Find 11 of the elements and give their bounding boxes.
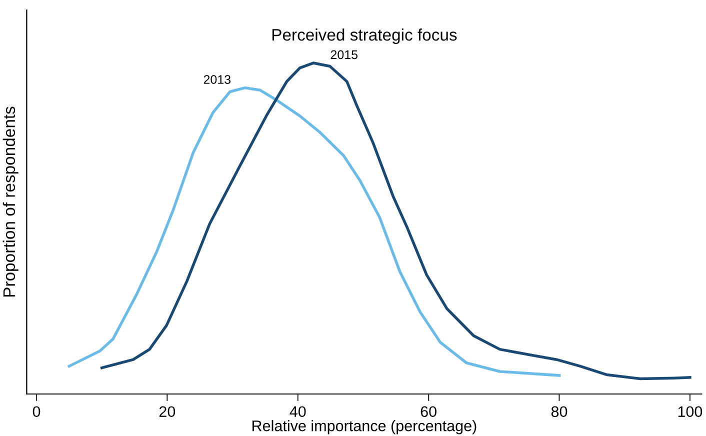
- x-tick-label: 60: [420, 406, 436, 418]
- x-tick-label: 80: [551, 406, 568, 418]
- series-label: 2015: [330, 50, 358, 60]
- x-axis-title: Relative importance (percentage): [252, 420, 476, 434]
- chart-title: Perceived strategic focus: [272, 28, 457, 44]
- x-tick-label: 0: [32, 406, 40, 418]
- x-tick-label: 100: [678, 406, 702, 418]
- series-label: 2013: [204, 75, 231, 84]
- y-axis-title: Proportion of respondents: [2, 106, 18, 297]
- x-tick-label: 20: [159, 406, 176, 418]
- x-tick-label: 40: [290, 406, 306, 418]
